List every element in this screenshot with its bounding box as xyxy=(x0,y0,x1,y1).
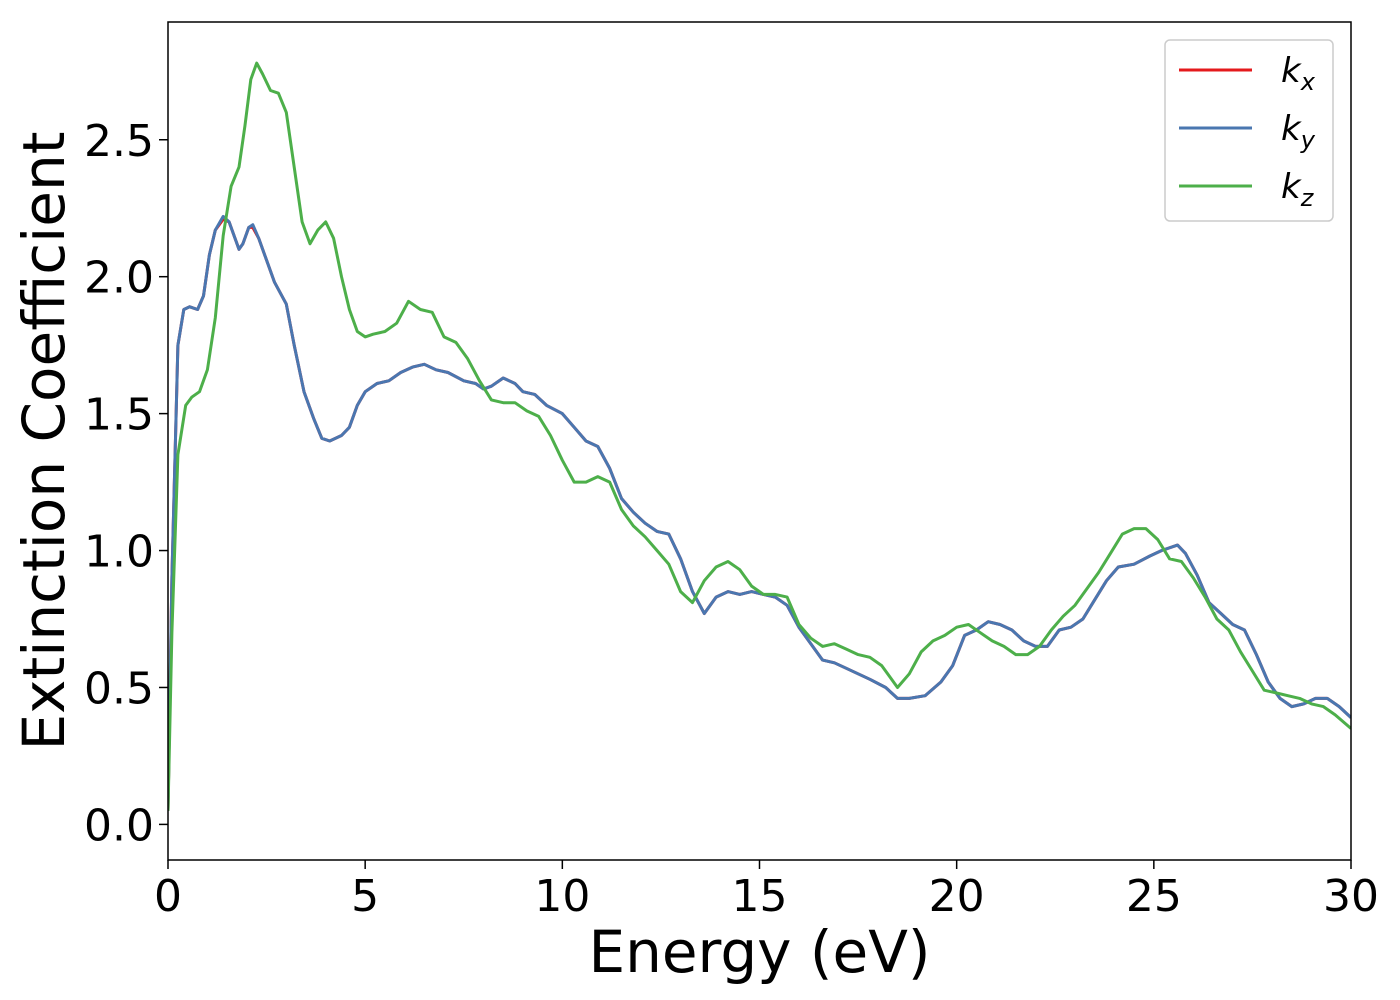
y-axis-label: Extinction Coefficient xyxy=(10,132,78,751)
x-tick-label: 25 xyxy=(1126,871,1182,922)
y-axis: 0.0 0.5 1.0 1.5 2.0 2.5 xyxy=(84,116,168,851)
x-tick-label: 0 xyxy=(154,871,182,922)
legend-label-ky: ky xyxy=(1281,109,1316,154)
x-tick-label: 15 xyxy=(732,871,788,922)
x-axis-label: Energy (eV) xyxy=(588,918,930,986)
x-axis: 0 5 10 15 20 25 30 xyxy=(154,860,1379,922)
series-line-ky xyxy=(168,214,1351,811)
y-tick-label: 1.0 xyxy=(84,527,154,578)
y-tick-label: 0.5 xyxy=(84,663,154,714)
plot-lines xyxy=(168,61,1351,811)
legend: kx ky kz xyxy=(1164,39,1334,222)
legend-label-kz: kz xyxy=(1281,167,1315,212)
series-line-kz xyxy=(168,61,1351,811)
y-tick-label: 0.0 xyxy=(84,800,154,851)
x-tick-label: 5 xyxy=(351,871,379,922)
x-tick-label: 30 xyxy=(1323,871,1379,922)
legend-box xyxy=(1164,39,1334,222)
legend-label-kx: kx xyxy=(1281,51,1316,96)
y-tick-label: 2.5 xyxy=(84,116,154,167)
y-tick-label: 1.5 xyxy=(84,390,154,441)
x-tick-label: 20 xyxy=(929,871,985,922)
y-tick-label: 2.0 xyxy=(84,253,154,304)
x-tick-label: 10 xyxy=(534,871,590,922)
